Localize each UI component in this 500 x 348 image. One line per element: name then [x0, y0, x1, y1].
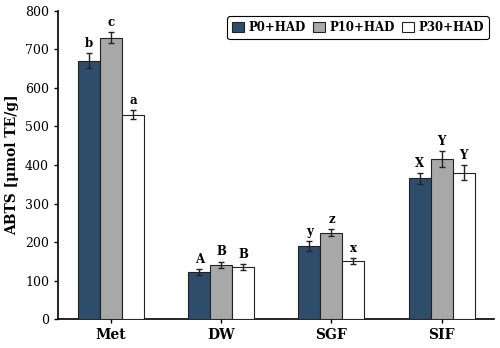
Bar [210, 264, 232, 319]
Bar [232, 267, 254, 319]
Bar [298, 246, 320, 319]
Text: X: X [415, 157, 424, 169]
Bar [320, 232, 342, 319]
Text: A: A [194, 253, 203, 266]
Text: b: b [85, 37, 93, 50]
Text: Y: Y [438, 135, 446, 148]
Text: y: y [306, 226, 313, 238]
Bar [342, 261, 364, 319]
Bar [78, 61, 100, 319]
Text: x: x [350, 242, 357, 254]
Bar [430, 159, 452, 319]
Bar [100, 38, 122, 319]
Bar [122, 115, 144, 319]
Text: B: B [216, 245, 226, 259]
Text: a: a [129, 94, 137, 107]
Bar [452, 173, 474, 319]
Y-axis label: ABTS [μmol TE/g]: ABTS [μmol TE/g] [6, 95, 20, 235]
Bar [408, 179, 430, 319]
Text: c: c [108, 16, 114, 29]
Legend: P0+HAD, P10+HAD, P30+HAD: P0+HAD, P10+HAD, P30+HAD [227, 16, 488, 39]
Text: Y: Y [460, 149, 468, 162]
Text: z: z [328, 213, 334, 226]
Text: B: B [238, 248, 248, 261]
Bar [188, 272, 210, 319]
